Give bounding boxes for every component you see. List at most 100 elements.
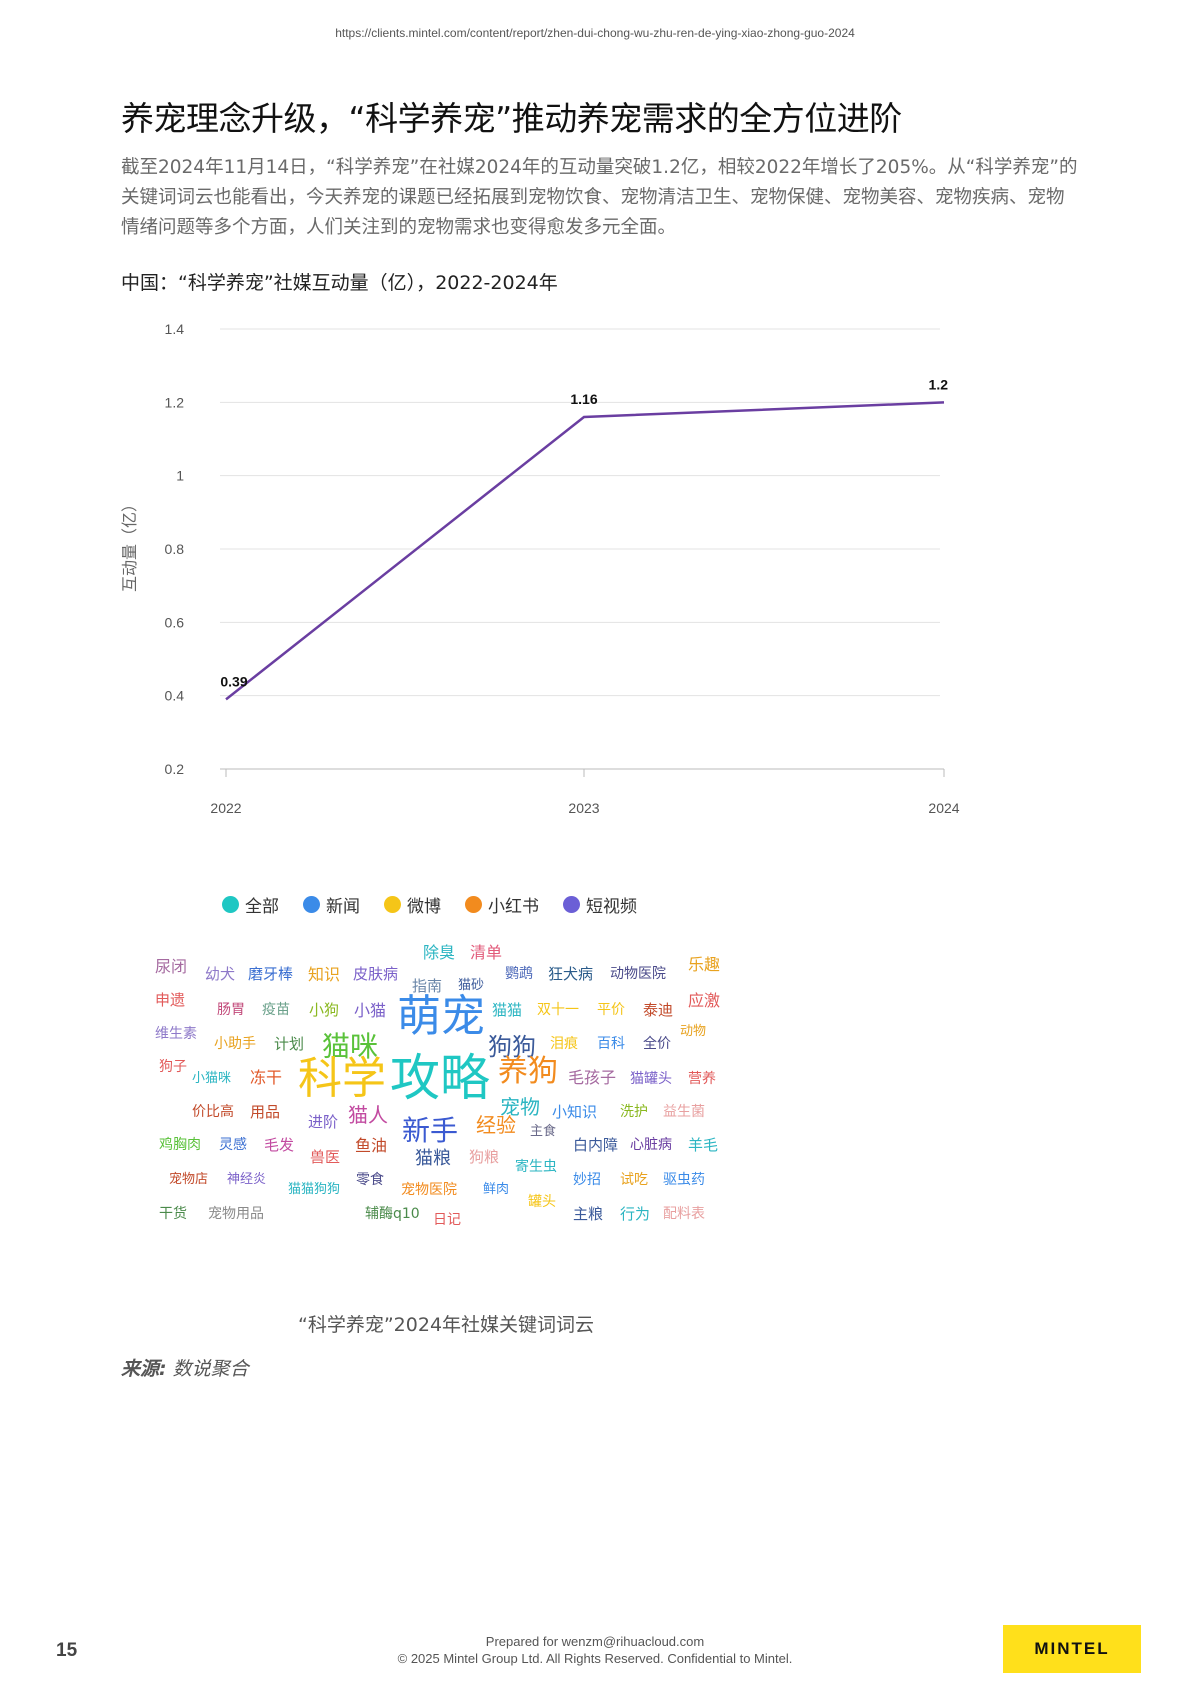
- word-cloud-keyword: 猫粮: [415, 1148, 451, 1169]
- word-cloud-keyword: 萌宠: [397, 991, 485, 1042]
- word-cloud-keyword: 乐趣: [688, 955, 721, 974]
- word-cloud-keyword: 小猫: [354, 1001, 387, 1020]
- x-tick-label: 2023: [568, 800, 599, 816]
- word-cloud-keyword: 价比高: [192, 1104, 234, 1120]
- word-cloud-keyword: 新手: [402, 1114, 459, 1147]
- word-cloud-keyword: 毛孩子: [568, 1068, 617, 1087]
- legend-label: 微博: [407, 897, 441, 917]
- legend-dot-icon: [222, 896, 239, 913]
- page-title: 养宠理念升级，“科学养宠”推动养宠需求的全方位进阶: [121, 99, 902, 138]
- word-cloud-keyword: 日记: [433, 1212, 461, 1228]
- word-cloud-keyword: 动物: [680, 1024, 707, 1039]
- source-label: 来源:: [121, 1358, 167, 1380]
- word-cloud-keyword: 养狗: [498, 1054, 558, 1089]
- word-cloud-keyword: 猫砂: [458, 978, 485, 993]
- word-cloud-keyword: 用品: [250, 1103, 281, 1121]
- copyright: © 2025 Mintel Group Ltd. All Rights Rese…: [397, 1651, 793, 1666]
- word-cloud-keyword: 计划: [274, 1035, 305, 1053]
- word-cloud-keyword: 猫猫狗狗: [288, 1182, 341, 1197]
- prepared-for: Prepared for wenzm@rihuacloud.com: [485, 1634, 705, 1649]
- legend-dot-icon: [563, 896, 580, 913]
- line-chart: 1.4 1.2 1 0.8 0.6 0.4 0.2 2022 2023 2024 互动量（亿） 0.3…: [120, 321, 960, 816]
- word-cloud-keyword: 百科: [597, 1036, 625, 1052]
- legend-label: 新闻: [326, 897, 360, 917]
- y-axis-label: 互动量（亿）: [120, 496, 139, 592]
- word-cloud-keyword: 灵感: [219, 1137, 247, 1153]
- word-cloud-keyword: 小猫咪: [192, 1071, 232, 1086]
- series-line: [225, 401, 945, 701]
- word-cloud-keyword: 辅酶q10: [365, 1206, 420, 1222]
- word-cloud-keyword: 试吃: [620, 1172, 648, 1188]
- y-tick-label: 1.4: [165, 321, 185, 337]
- body-paragraph: 截至2024年11月14日，“科学养宠”在社媒2024年的互动量突破1.2亿，相…: [121, 157, 1078, 238]
- word-cloud-keyword: 全价: [643, 1036, 671, 1052]
- chart-title: 中国：“科学养宠”社媒互动量（亿），2022-2024年: [121, 272, 558, 294]
- word-cloud-keyword: 鲜肉: [483, 1182, 510, 1197]
- y-tick-label: 0.2: [165, 761, 185, 777]
- word-cloud-keyword: 配料表: [663, 1206, 705, 1222]
- y-tick-label: 0.8: [165, 541, 185, 557]
- word-cloud-keyword: 双十一: [537, 1002, 579, 1018]
- source-note: 来源: 数说聚合: [121, 1354, 249, 1381]
- word-cloud-keyword: 干货: [159, 1206, 187, 1222]
- y-tick-label: 0.4: [165, 688, 185, 704]
- word-cloud-keyword: 磨牙棒: [248, 965, 294, 983]
- word-cloud-keyword: 宠物用品: [208, 1206, 264, 1222]
- word-cloud-keyword: 白内障: [573, 1136, 619, 1154]
- word-cloud-keyword: 零食: [356, 1172, 384, 1188]
- word-cloud-keyword: 泪痕: [550, 1036, 578, 1052]
- word-cloud-keyword: 幼犬: [205, 965, 236, 983]
- word-cloud-keyword: 经验: [476, 1113, 516, 1137]
- legend-dot-icon: [303, 896, 320, 913]
- word-cloud-keyword: 科学: [298, 1053, 386, 1104]
- word-cloud-keyword: 兽医: [310, 1148, 341, 1166]
- keyword-word-cloud: 尿闭 幼犬 磨牙棒 知识 皮肤病 除臭 清单 乐趣 指南 猫砂 鹦鹉 狂犬病 动物医院 申遗 应激 肠胃 疫苗小…: [150, 945, 770, 1255]
- word-cloud-keyword: 宠物: [500, 1095, 540, 1119]
- data-label: 0.39: [220, 673, 247, 689]
- word-cloud-keyword: 动物医院: [610, 966, 666, 982]
- word-cloud-caption: “科学养宠”2024年社媒关键词词云: [298, 1314, 595, 1336]
- word-cloud-keyword: 平价: [597, 1002, 625, 1018]
- legend-item-weibo: 微博: [384, 892, 441, 917]
- word-cloud-keyword: 心脏病: [630, 1137, 672, 1153]
- word-cloud-keyword: 鸡胸肉: [159, 1137, 201, 1153]
- word-cloud-keyword: 攻略: [390, 1049, 490, 1107]
- word-cloud-keyword: 狗子: [159, 1059, 187, 1075]
- word-cloud-keyword: 知识: [308, 965, 341, 984]
- word-cloud-keyword: 清单: [470, 943, 503, 962]
- word-cloud-keyword: 进阶: [308, 1113, 339, 1131]
- word-cloud-keyword: 羊毛: [688, 1136, 719, 1154]
- data-label: 1.2: [929, 376, 949, 392]
- word-cloud-keyword: 小助手: [214, 1036, 256, 1052]
- word-cloud-keyword: 猫猫: [492, 1001, 523, 1019]
- page-number: 15: [56, 1640, 78, 1661]
- legend-label: 小红书: [488, 897, 539, 917]
- legend-dot-icon: [384, 896, 401, 913]
- word-cloud-keyword: 皮肤病: [353, 965, 399, 983]
- legend-dot-icon: [465, 896, 482, 913]
- word-cloud-keyword: 狗粮: [469, 1148, 500, 1166]
- legend-label: 全部: [245, 897, 279, 917]
- legend-item-short-video: 短视频: [563, 892, 637, 917]
- word-cloud-keyword: 小狗: [309, 1001, 340, 1019]
- word-cloud-keyword: 主食: [530, 1124, 557, 1139]
- word-cloud-keyword: 洗护: [620, 1104, 648, 1120]
- y-tick-label: 0.6: [165, 614, 185, 630]
- word-cloud-keyword: 鹦鹉: [505, 966, 533, 982]
- word-cloud-keyword: 寄生虫: [515, 1159, 557, 1175]
- word-cloud-keyword: 猫咪: [322, 1030, 379, 1063]
- word-cloud-keyword: 驱虫药: [663, 1172, 705, 1188]
- y-tick-label: 1: [176, 468, 184, 484]
- footer-text: Prepared for wenzm@rihuacloud.com © 2025…: [0, 1633, 1190, 1667]
- word-cloud-keyword: 狗狗: [488, 1033, 536, 1061]
- word-cloud-keyword: 肠胃: [217, 1002, 245, 1018]
- word-cloud-keyword: 宠物店: [169, 1172, 209, 1187]
- source-text: 数说聚合: [172, 1358, 249, 1380]
- word-cloud-keyword: 狂犬病: [548, 965, 594, 983]
- data-label: 1.16: [570, 391, 597, 407]
- mintel-logo: MINTEL: [1003, 1625, 1141, 1673]
- word-cloud-keyword: 维生素: [155, 1026, 197, 1042]
- word-cloud-keyword: 鱼油: [355, 1136, 388, 1155]
- word-cloud-keyword: 猫罐头: [630, 1071, 672, 1087]
- y-tick-label: 1.2: [165, 394, 185, 410]
